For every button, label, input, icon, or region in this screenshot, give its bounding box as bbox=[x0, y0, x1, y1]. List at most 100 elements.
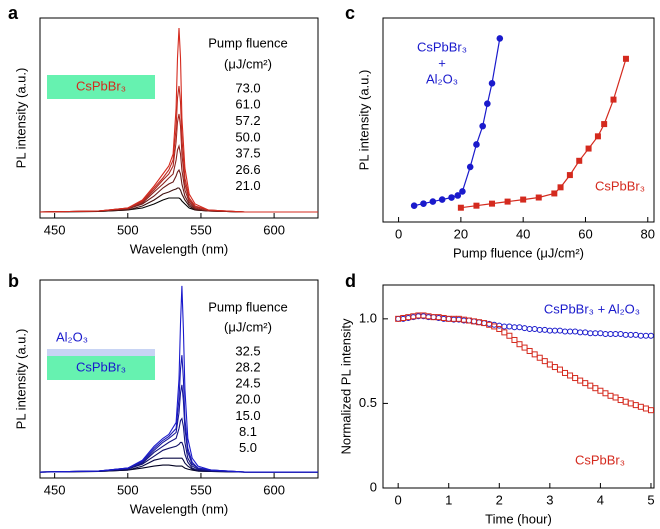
spectrum-line bbox=[39, 457, 318, 473]
marker bbox=[546, 327, 553, 334]
marker bbox=[592, 330, 599, 337]
marker bbox=[627, 400, 634, 407]
inset-layer bbox=[47, 75, 155, 99]
annotation: Al₂O₃ bbox=[426, 71, 458, 86]
spectrum-line bbox=[39, 187, 318, 213]
marker bbox=[506, 332, 513, 339]
y-axis-title: Normalized PL intensity bbox=[338, 318, 353, 455]
marker bbox=[562, 328, 569, 335]
marker bbox=[632, 331, 639, 338]
marker bbox=[647, 407, 654, 414]
legend-entry: 21.0 bbox=[235, 178, 260, 193]
marker bbox=[516, 341, 523, 348]
y-tick-label: 0.5 bbox=[359, 395, 377, 410]
x-axis-title: Pump fluence (μJ/cm²) bbox=[453, 245, 584, 260]
marker bbox=[602, 331, 609, 338]
legend-entry: 57.2 bbox=[235, 113, 260, 128]
legend-entry: 61.0 bbox=[235, 97, 260, 112]
legend-entry: 50.0 bbox=[235, 129, 260, 144]
marker bbox=[501, 323, 508, 330]
marker bbox=[511, 336, 518, 343]
marker bbox=[473, 202, 480, 209]
marker bbox=[445, 315, 452, 322]
x-tick-label: 550 bbox=[190, 222, 212, 237]
spectrum-line bbox=[39, 285, 318, 473]
spectrum-line bbox=[39, 85, 318, 213]
marker bbox=[471, 318, 478, 325]
spectrum-line bbox=[39, 441, 318, 473]
annotation: CsPbBr₃ bbox=[595, 178, 645, 193]
marker bbox=[506, 323, 513, 330]
annotation: + bbox=[438, 55, 446, 70]
x-tick-label: 60 bbox=[578, 226, 592, 241]
marker bbox=[597, 330, 604, 337]
marker bbox=[526, 347, 533, 354]
marker bbox=[520, 196, 527, 203]
marker bbox=[521, 344, 528, 351]
marker bbox=[465, 317, 472, 324]
marker bbox=[481, 320, 488, 327]
marker bbox=[531, 351, 538, 358]
x-tick-label: 2 bbox=[496, 492, 503, 507]
marker bbox=[602, 390, 609, 397]
spectrum-line bbox=[39, 417, 318, 473]
marker bbox=[572, 375, 579, 382]
marker bbox=[496, 35, 504, 42]
marker bbox=[585, 145, 592, 152]
marker bbox=[612, 331, 619, 338]
marker bbox=[607, 331, 614, 338]
marker bbox=[551, 190, 558, 197]
legend-entry: 8.1 bbox=[239, 424, 257, 439]
x-tick-label: 20 bbox=[454, 226, 468, 241]
marker bbox=[546, 361, 553, 368]
marker bbox=[577, 377, 584, 384]
marker bbox=[511, 324, 518, 331]
marker bbox=[557, 184, 564, 191]
legend-entry: 28.2 bbox=[235, 360, 260, 375]
x-tick-label: 80 bbox=[641, 226, 655, 241]
inset-label: CsPbBr₃ bbox=[76, 78, 126, 93]
plot-frame bbox=[382, 284, 655, 489]
legend-title: (μJ/cm²) bbox=[224, 319, 272, 334]
marker bbox=[541, 326, 548, 333]
spectrum-line bbox=[39, 168, 318, 213]
marker bbox=[587, 330, 594, 337]
x-tick-label: 500 bbox=[117, 222, 139, 237]
marker bbox=[627, 331, 634, 338]
x-tick-label: 1 bbox=[445, 492, 452, 507]
marker bbox=[637, 403, 644, 410]
marker bbox=[448, 194, 455, 201]
annotation: CsPbBr₃ bbox=[417, 39, 467, 54]
y-tick-label: 0 bbox=[370, 479, 377, 494]
marker bbox=[632, 402, 639, 409]
x-tick-label: 450 bbox=[44, 222, 66, 237]
inset-layer bbox=[47, 349, 155, 356]
marker bbox=[612, 394, 619, 401]
marker bbox=[607, 392, 614, 399]
marker bbox=[521, 325, 528, 332]
inset-layer bbox=[47, 356, 155, 380]
marker bbox=[504, 198, 511, 205]
spectrum-line bbox=[39, 27, 318, 213]
x-tick-label: 0 bbox=[395, 492, 402, 507]
marker bbox=[516, 324, 523, 331]
marker bbox=[535, 194, 542, 201]
inset-label: CsPbBr₃ bbox=[76, 359, 126, 374]
marker bbox=[567, 372, 574, 379]
marker bbox=[577, 329, 584, 336]
marker bbox=[567, 328, 574, 335]
spectrum-line bbox=[39, 197, 318, 213]
marker bbox=[526, 325, 533, 332]
marker bbox=[484, 100, 491, 107]
x-tick-label: 600 bbox=[263, 222, 285, 237]
marker bbox=[592, 385, 599, 392]
marker bbox=[395, 315, 402, 322]
marker bbox=[536, 326, 543, 333]
legend-title: Pump fluence bbox=[208, 35, 288, 50]
marker bbox=[473, 141, 480, 148]
marker bbox=[488, 79, 496, 87]
plot-frame bbox=[39, 17, 319, 219]
x-tick-label: 500 bbox=[117, 482, 139, 497]
legend-entry: 73.0 bbox=[235, 80, 260, 95]
